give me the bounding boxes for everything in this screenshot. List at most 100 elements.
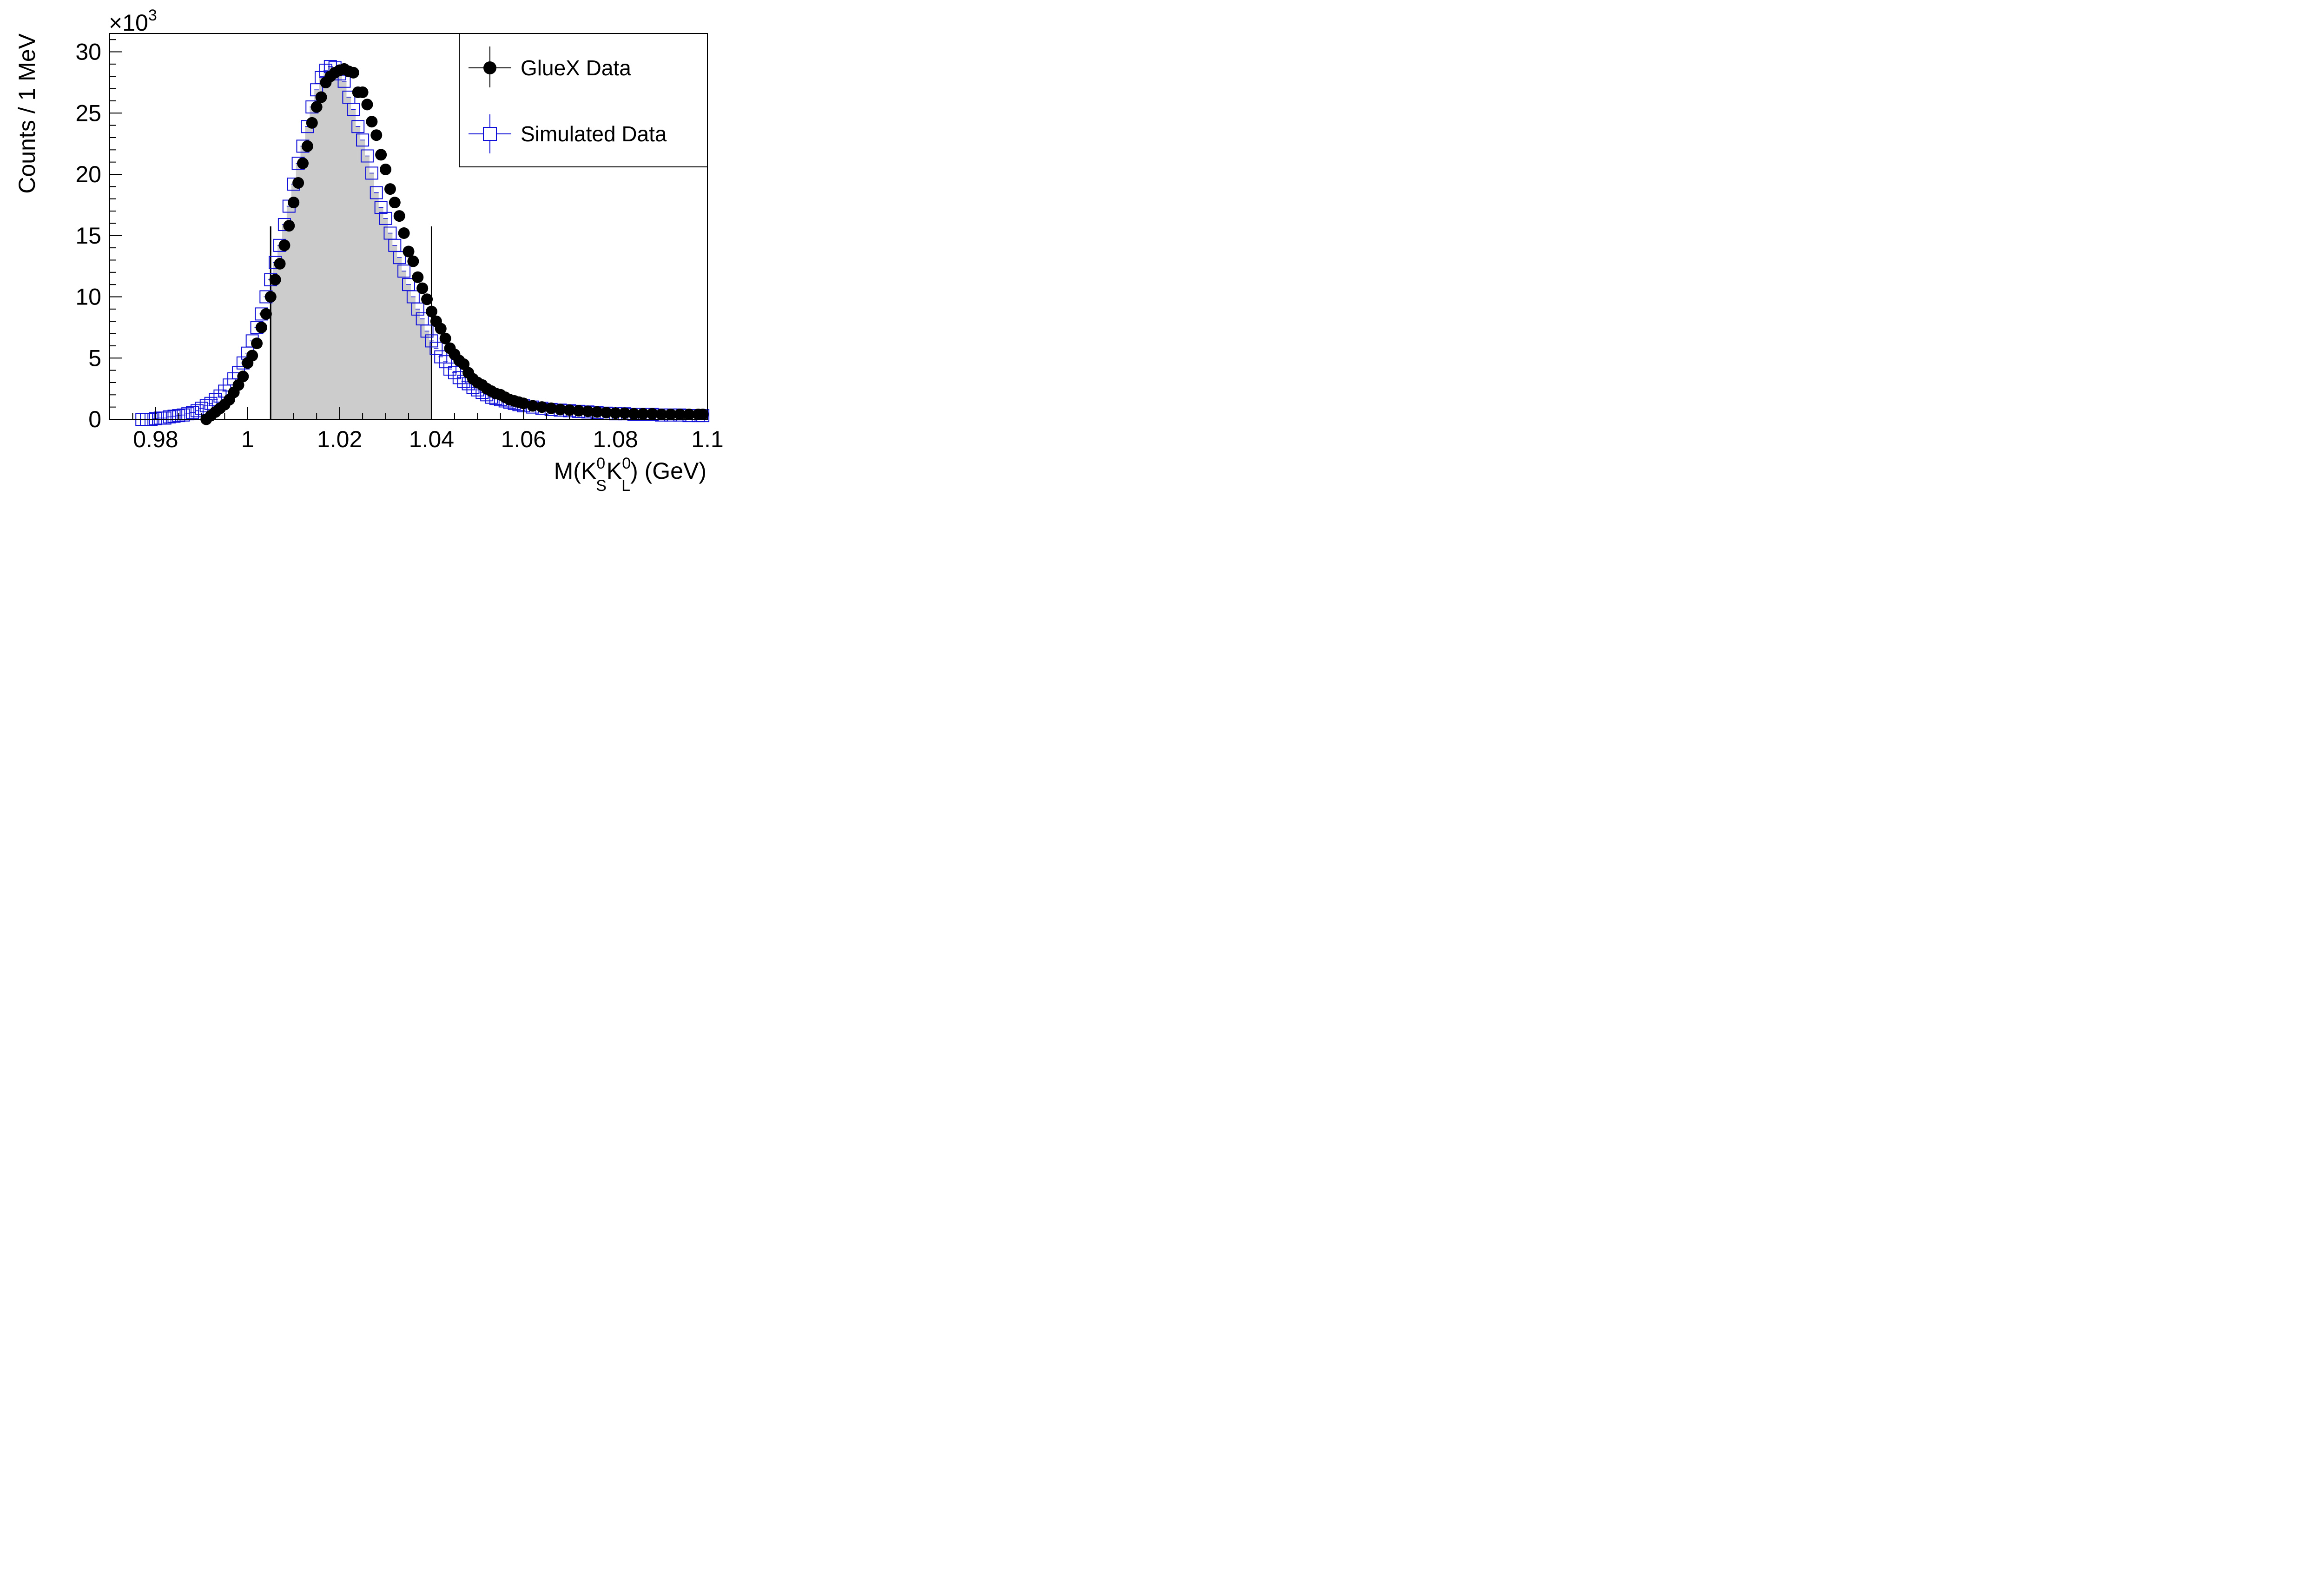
gluex-data-point (246, 350, 258, 362)
gluex-data-point (591, 406, 603, 418)
sim-data-point (379, 212, 392, 225)
x-tick-label: 1.1 (691, 426, 724, 452)
gluex-data-point (237, 370, 249, 383)
gluex-data-point (517, 397, 529, 410)
gluex-data-point (310, 101, 323, 113)
sim-data-point (360, 149, 374, 163)
gluex-data-point (697, 408, 709, 420)
gluex-data-point (255, 321, 267, 333)
sim-data-point (365, 166, 378, 180)
x-tick-label: 1.02 (317, 426, 362, 452)
legend-sim-label: Simulated Data (521, 122, 667, 146)
gluex-data-point (665, 408, 677, 420)
legend-entry-gluex-data: GlueX Data (469, 46, 631, 87)
legend-gluex-label: GlueX Data (521, 56, 631, 80)
gluex-data-point (393, 210, 405, 222)
sim-data-point (434, 350, 448, 364)
sim-data-point (163, 410, 176, 423)
gluex-data-point (278, 239, 290, 251)
sim-data-point (425, 334, 438, 348)
sim-data-point (443, 362, 457, 376)
gluex-data-point (439, 332, 451, 344)
gluex-data-point (269, 274, 281, 286)
gluex-data-point (380, 163, 392, 175)
x-tick-label: 1 (241, 426, 254, 452)
y-tick-label: 20 (75, 161, 101, 187)
gluex-data-point (251, 337, 263, 350)
gluex-data-point (361, 99, 373, 111)
x-tick-label: 1.04 (409, 426, 454, 452)
gluex-data-point (435, 323, 447, 335)
gluex-data-point (301, 140, 313, 152)
sim-data-point (397, 265, 411, 278)
gluex-data-point (458, 358, 470, 370)
gluex-data-point (637, 408, 649, 420)
y-tick-label: 0 (88, 406, 101, 432)
gluex-data-point (628, 408, 640, 420)
gluex-data-point (366, 116, 378, 128)
y-axis-title: Counts / 1 MeV (14, 33, 40, 193)
gluex-data-point (425, 305, 437, 317)
gluex-data-point (370, 129, 383, 141)
gluex-data-point (573, 405, 585, 417)
legend-gluex-marker (483, 61, 496, 74)
selection-fill (271, 66, 432, 420)
gluex-data-point (416, 282, 429, 294)
sim-data-point (195, 402, 208, 415)
sim-data-point (393, 251, 406, 265)
sim-data-point (411, 302, 424, 316)
gluex-data-series (200, 63, 709, 425)
gluex-data-point (403, 245, 415, 258)
gluex-data-point (347, 66, 359, 79)
gluex-data-point (232, 379, 244, 391)
sim-data-point (347, 103, 360, 116)
legend: GlueX Data Simulated Data (459, 33, 708, 167)
gluex-data-point (582, 405, 594, 417)
gluex-data-point (412, 271, 424, 283)
gluex-data-point (536, 401, 548, 413)
y-tick-label: 10 (75, 284, 101, 310)
y-tick-label: 15 (75, 223, 101, 249)
gluex-data-point (292, 177, 304, 189)
sim-data-point (356, 133, 370, 147)
x-tick-label: 1.08 (593, 426, 638, 452)
y-axis-ticks: 0 5 10 15 20 25 30 (75, 39, 122, 432)
gluex-data-point (288, 197, 300, 209)
sim-data-point (420, 324, 434, 338)
sim-data-point (429, 342, 443, 355)
gluex-data-point (384, 183, 396, 195)
sim-data-point (337, 74, 351, 88)
gluex-data-point (306, 117, 318, 129)
chart: 0.98 1 1.02 1.04 1.06 1.08 1.1 0 5 10 15 20 25 30 ×1… (14, 7, 724, 494)
x-axis-title: M(K0 SK0 L) (GeV) (554, 455, 706, 494)
legend-sim-marker (483, 127, 497, 141)
gluex-data-point (283, 220, 295, 232)
gluex-data-point (297, 157, 309, 169)
y-multiplier: ×103 (109, 7, 157, 36)
gluex-data-point (357, 86, 369, 98)
x-tick-label: 1.06 (501, 426, 546, 452)
gluex-data-point (375, 149, 387, 161)
y-tick-label: 5 (88, 345, 101, 371)
gluex-data-point (407, 255, 419, 267)
gluex-data-point (619, 407, 631, 419)
x-axis-ticks: 0.98 1 1.02 1.04 1.06 1.08 1.1 (109, 407, 724, 452)
gluex-data-point (545, 402, 557, 414)
gluex-data-point (421, 293, 433, 305)
gluex-data-point (554, 403, 566, 416)
gluex-data-point (260, 308, 272, 320)
gluex-data-point (398, 227, 410, 239)
gluex-data-point (389, 197, 401, 209)
sim-data-point (439, 355, 452, 369)
legend-entry-simulated-data: Simulated Data (469, 114, 667, 153)
gluex-data-point (264, 291, 277, 303)
gluex-data-point (274, 258, 286, 270)
x-tick-label: 0.98 (133, 426, 178, 452)
legend-box (459, 33, 708, 167)
sim-data-point (448, 366, 461, 379)
y-tick-label: 25 (75, 100, 101, 126)
selection-fill-area (271, 66, 432, 420)
sim-data-point (351, 120, 365, 133)
gluex-data-point (563, 404, 575, 416)
gluex-data-point (527, 400, 539, 412)
